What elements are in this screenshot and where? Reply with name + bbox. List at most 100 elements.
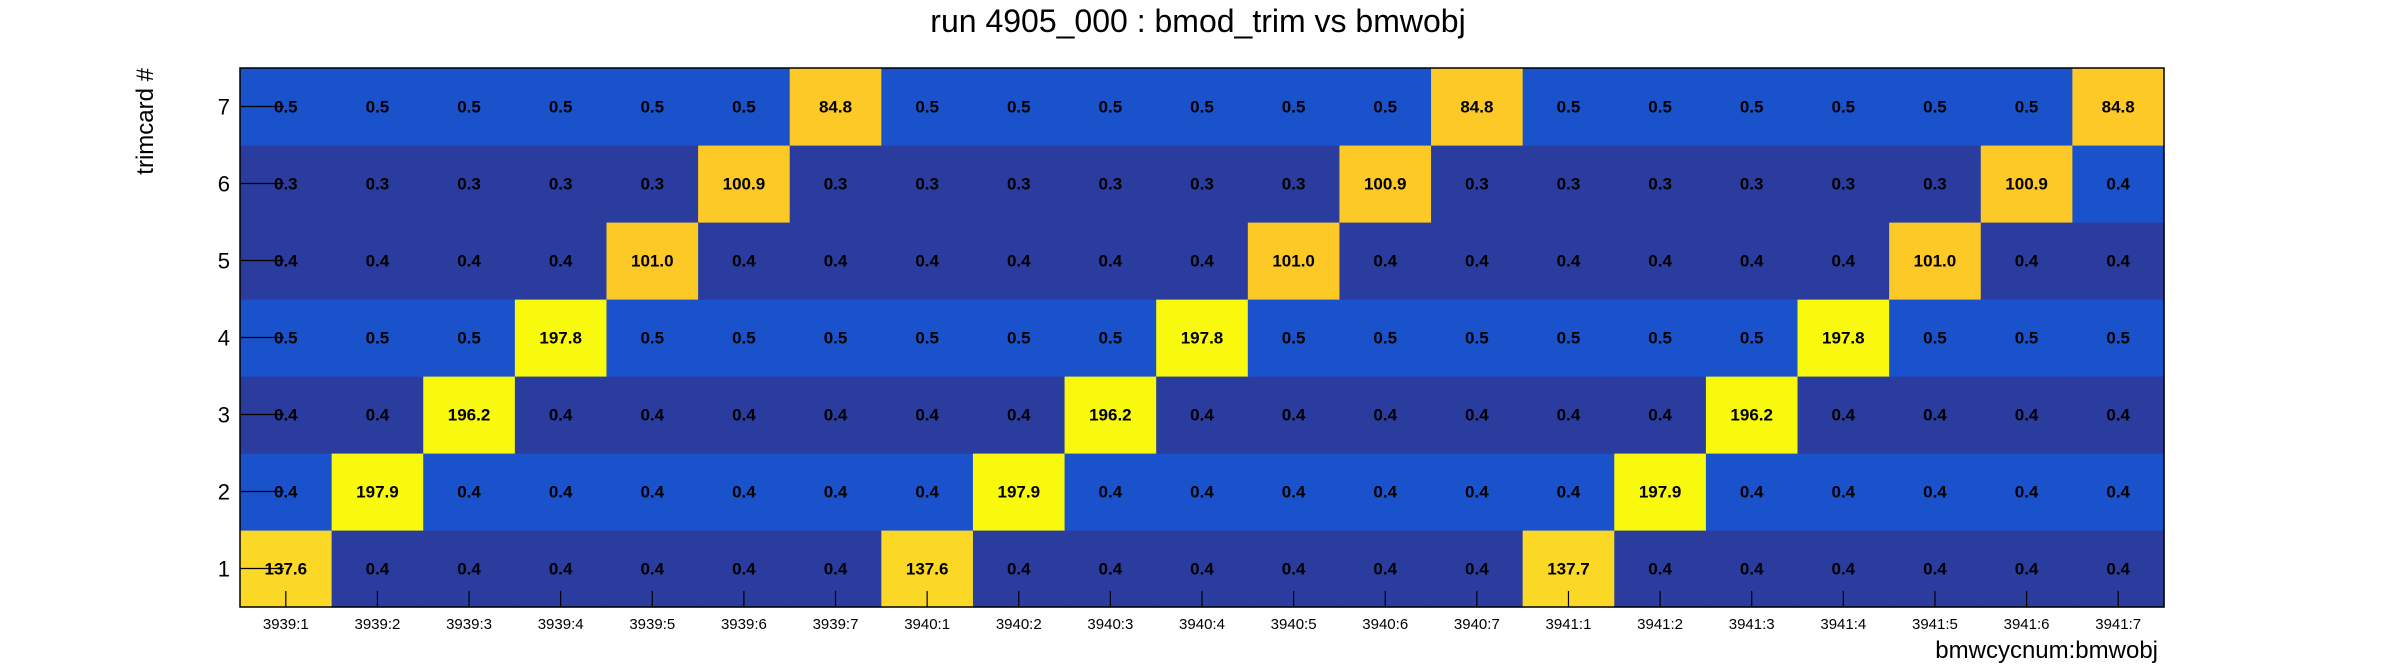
heatmap-cell [698, 376, 791, 454]
x-tick-label: 3940:2 [996, 616, 1042, 633]
cell-value-label: 0.4 [824, 406, 848, 425]
cell-value-label: 84.8 [2102, 98, 2135, 117]
heatmap-cell [1064, 376, 1157, 454]
heatmap-cell [1247, 145, 1341, 223]
heatmap-cell [881, 376, 974, 454]
cell-value-label: 0.5 [915, 98, 939, 117]
cell-value-label: 196.2 [448, 406, 491, 425]
y-tick-label: 6 [218, 172, 230, 197]
heatmap-cell [1522, 145, 1615, 223]
heatmap-cell [1797, 145, 1890, 223]
heatmap-cell [1156, 68, 1249, 146]
heatmap-cell [1980, 68, 2073, 146]
cell-value-label: 0.4 [1740, 252, 1764, 271]
heatmap-cell [972, 145, 1066, 223]
cell-value-label: 0.4 [732, 252, 756, 271]
cell-value-label: 0.4 [457, 483, 481, 502]
cell-value-label: 0.5 [1648, 98, 1672, 117]
cell-value-label: 0.4 [1740, 483, 1764, 502]
heatmap-cell [1980, 453, 2073, 531]
cell-value-label: 0.4 [1923, 483, 1947, 502]
cell-value-label: 0.4 [640, 406, 664, 425]
cell-value-label: 101.0 [1272, 252, 1315, 271]
heatmap-cell [423, 376, 516, 454]
cell-value-label: 0.5 [1007, 329, 1031, 348]
cell-value-label: 0.4 [457, 560, 481, 579]
cell-value-label: 0.5 [2015, 98, 2039, 117]
heatmap-cell [1614, 299, 1707, 377]
cell-value-label: 197.8 [539, 329, 582, 348]
heatmap-cell [2072, 453, 2165, 531]
cell-value-label: 0.5 [1557, 329, 1581, 348]
cell-value-label: 0.5 [366, 329, 390, 348]
cell-value-label: 0.3 [915, 175, 939, 194]
heatmap-cell [789, 299, 882, 377]
cell-value-label: 0.4 [1007, 252, 1031, 271]
cell-value-label: 0.3 [366, 175, 390, 194]
y-tick-label: 7 [218, 95, 230, 120]
heatmap-cell [972, 222, 1066, 300]
cell-value-label: 0.5 [640, 329, 664, 348]
cell-value-label: 0.3 [1465, 175, 1489, 194]
cell-value-label: 100.9 [723, 175, 766, 194]
cell-value-label: 101.0 [1914, 252, 1957, 271]
cell-value-label: 0.4 [1557, 406, 1581, 425]
heatmap-cell [1522, 222, 1615, 300]
heatmap-cell [1705, 453, 1799, 531]
cell-value-label: 137.7 [1547, 560, 1590, 579]
x-tick-label: 3941:1 [1546, 616, 1592, 633]
heatmap-cell [1064, 145, 1157, 223]
heatmap-cell [331, 145, 424, 223]
cell-value-label: 0.4 [1190, 406, 1214, 425]
cell-value-label: 0.5 [1740, 98, 1764, 117]
heatmap-cell [331, 68, 424, 146]
cell-value-label: 0.5 [1648, 329, 1672, 348]
cell-value-label: 0.4 [1557, 252, 1581, 271]
cell-value-label: 0.5 [1373, 98, 1397, 117]
heatmap-cell [789, 222, 882, 300]
heatmap-cell [1431, 299, 1524, 377]
heatmap-cell [789, 453, 882, 531]
cell-value-label: 0.3 [1190, 175, 1214, 194]
cell-value-label: 0.4 [1557, 483, 1581, 502]
heatmap-cell [514, 453, 608, 531]
cell-value-label: 197.9 [356, 483, 399, 502]
heatmap-cell [1614, 68, 1707, 146]
heatmap-cell-labels: 137.6 0.4 0.4 0.4 0.4 0.4 0.4 137.6 0.4 0.4 0.4 0.4… [265, 98, 2135, 579]
heatmap-cell [1797, 453, 1890, 531]
heatmap-cell [698, 68, 791, 146]
cell-value-label: 0.5 [1923, 98, 1947, 117]
cell-value-label: 0.5 [1190, 98, 1214, 117]
cell-value-label: 0.4 [1832, 483, 1856, 502]
heatmap-cell [789, 68, 882, 146]
heatmap-cell [1797, 299, 1890, 377]
cell-value-label: 0.5 [1557, 98, 1581, 117]
cell-value-label: 0.4 [915, 252, 939, 271]
cell-value-label: 0.4 [549, 252, 573, 271]
heatmap-cell [1247, 376, 1341, 454]
cell-value-label: 84.8 [1460, 98, 1493, 117]
heatmap-cell [1156, 453, 1249, 531]
cell-value-label: 0.4 [366, 560, 390, 579]
cell-value-label: 0.5 [1099, 98, 1123, 117]
heatmap-cell [331, 453, 424, 531]
cell-value-label: 0.5 [824, 329, 848, 348]
cell-value-label: 0.4 [1282, 560, 1306, 579]
cell-value-label: 0.4 [732, 560, 756, 579]
heatmap-cell [1064, 299, 1157, 377]
cell-value-label: 0.4 [2015, 560, 2039, 579]
heatmap-cell [1339, 145, 1432, 223]
y-tick-label: 2 [218, 480, 230, 505]
heatmap-cell [1889, 68, 1982, 146]
heatmap-cell [1156, 145, 1249, 223]
cell-value-label: 0.4 [915, 406, 939, 425]
x-tick-label: 3939:3 [446, 616, 492, 633]
cell-value-label: 0.5 [2106, 329, 2130, 348]
cell-value-label: 0.4 [457, 252, 481, 271]
cell-value-label: 0.4 [824, 560, 848, 579]
heatmap-cell [698, 145, 791, 223]
cell-value-label: 197.9 [1639, 483, 1682, 502]
cell-value-label: 0.4 [1648, 406, 1672, 425]
heatmap-cell [1339, 299, 1432, 377]
